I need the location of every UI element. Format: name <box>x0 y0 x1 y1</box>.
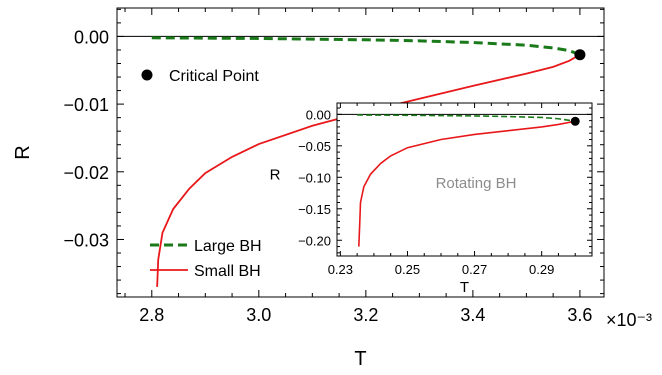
x-tick-label: 3.2 <box>353 305 378 325</box>
inset-annotation: Rotating BH <box>436 175 517 192</box>
y-tick-label: −0.20 <box>298 233 331 248</box>
y-tick-label: 0.00 <box>74 27 109 47</box>
critical-point-marker <box>570 116 580 126</box>
x-tick-label: 0.27 <box>462 262 487 277</box>
x-tick-label: 0.25 <box>395 262 420 277</box>
critical-point-legend-marker <box>141 69 153 81</box>
plot-frame <box>116 7 605 298</box>
legend-label-small-bh: Small BH <box>194 263 261 280</box>
x-multiplier-label: ×10⁻³ <box>606 310 652 330</box>
x-tick-label: 0.29 <box>529 262 554 277</box>
x-tick-label: 3.4 <box>460 305 485 325</box>
x-axis-label: T <box>460 279 469 296</box>
y-tick-label: 0.00 <box>306 107 331 122</box>
y-tick-label: −0.10 <box>298 170 331 185</box>
x-tick-label: 2.8 <box>139 305 164 325</box>
inset-plot: 0.23 0.25 0.27 0.29 0.00 −0.05 −0.10 −0.15 −0.20… <box>270 102 593 296</box>
series-line-small-bh <box>358 120 576 247</box>
plot-background <box>337 103 592 256</box>
y-tick-label: −0.05 <box>298 139 331 154</box>
x-tick-label: 0.23 <box>328 262 353 277</box>
series-line-large-bh <box>357 114 576 123</box>
x-tick-label: 3.0 <box>246 305 271 325</box>
critical-point-label: Critical Point <box>169 68 259 85</box>
critical-point-marker <box>574 49 586 61</box>
y-axis-label: R <box>270 167 281 184</box>
y-tick-label: −0.02 <box>63 163 109 183</box>
legend-label-large-bh: Large BH <box>194 238 262 255</box>
legend: Large BH Small BH <box>150 238 262 280</box>
x-axis-label: T <box>354 348 366 370</box>
y-tick-label: −0.01 <box>63 95 109 115</box>
y-tick-label: −0.15 <box>298 202 331 217</box>
series-line-large-bh <box>151 36 581 57</box>
plot-frame <box>336 102 593 257</box>
y-axis-label: R <box>12 145 34 159</box>
y-tick-label: −0.03 <box>63 230 109 250</box>
series-line-small-bh <box>156 53 581 287</box>
x-tick-label: 3.6 <box>567 305 592 325</box>
